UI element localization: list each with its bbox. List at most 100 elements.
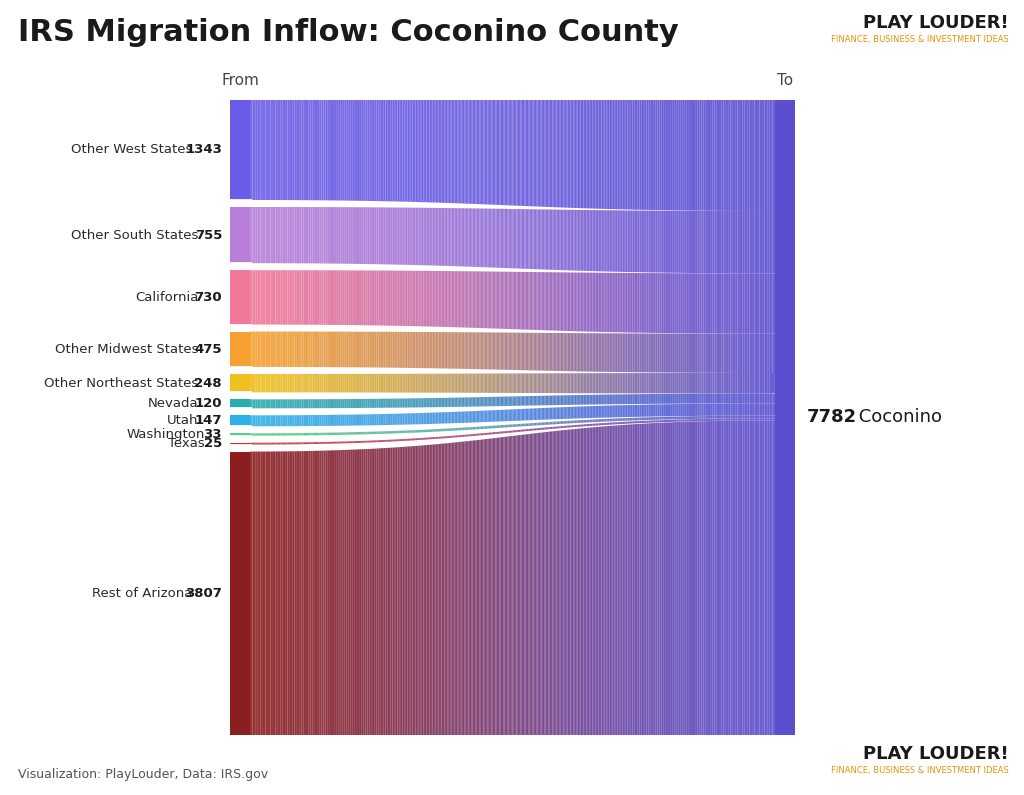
Polygon shape — [492, 438, 493, 735]
Polygon shape — [590, 395, 591, 405]
Polygon shape — [566, 374, 567, 394]
Polygon shape — [677, 420, 679, 421]
Polygon shape — [507, 425, 509, 428]
Polygon shape — [292, 452, 295, 735]
Polygon shape — [590, 428, 591, 735]
Polygon shape — [755, 418, 757, 421]
Polygon shape — [726, 211, 728, 273]
Polygon shape — [760, 418, 762, 421]
Polygon shape — [366, 414, 368, 425]
Polygon shape — [762, 334, 765, 373]
Polygon shape — [572, 395, 573, 405]
Polygon shape — [445, 443, 447, 735]
Polygon shape — [520, 396, 521, 405]
Polygon shape — [520, 374, 521, 393]
Polygon shape — [434, 437, 435, 439]
Polygon shape — [530, 396, 532, 405]
Polygon shape — [370, 399, 371, 408]
Text: 33: 33 — [204, 428, 222, 441]
Polygon shape — [455, 374, 456, 393]
Polygon shape — [391, 374, 392, 393]
Polygon shape — [501, 410, 502, 421]
Polygon shape — [675, 334, 677, 373]
Polygon shape — [392, 398, 394, 408]
Polygon shape — [459, 435, 460, 437]
Polygon shape — [387, 398, 389, 408]
Polygon shape — [566, 430, 567, 735]
Polygon shape — [566, 210, 567, 270]
Polygon shape — [518, 100, 519, 206]
Polygon shape — [595, 424, 597, 425]
Polygon shape — [464, 374, 466, 393]
Polygon shape — [617, 211, 620, 272]
Polygon shape — [547, 333, 548, 370]
Polygon shape — [483, 332, 484, 370]
Polygon shape — [638, 333, 640, 372]
Polygon shape — [541, 333, 542, 370]
Polygon shape — [628, 394, 629, 404]
Polygon shape — [572, 429, 573, 735]
Polygon shape — [669, 373, 671, 394]
Polygon shape — [452, 208, 453, 266]
Polygon shape — [528, 396, 529, 405]
Polygon shape — [413, 374, 414, 393]
Polygon shape — [710, 404, 713, 416]
Polygon shape — [679, 404, 681, 416]
Polygon shape — [529, 374, 530, 393]
Polygon shape — [580, 333, 581, 371]
Polygon shape — [437, 436, 438, 439]
Polygon shape — [312, 399, 314, 408]
Polygon shape — [726, 421, 728, 735]
Polygon shape — [482, 208, 483, 267]
Polygon shape — [545, 100, 546, 207]
Polygon shape — [699, 100, 701, 211]
Polygon shape — [603, 419, 605, 421]
Polygon shape — [348, 399, 350, 408]
Polygon shape — [295, 332, 297, 367]
Polygon shape — [629, 373, 631, 394]
Polygon shape — [539, 408, 541, 420]
Polygon shape — [475, 374, 477, 393]
Polygon shape — [646, 373, 648, 394]
Polygon shape — [703, 373, 706, 394]
Polygon shape — [326, 207, 328, 263]
Polygon shape — [612, 273, 614, 332]
Polygon shape — [598, 273, 600, 332]
Polygon shape — [740, 416, 742, 418]
Polygon shape — [685, 273, 687, 333]
Polygon shape — [437, 100, 438, 203]
Polygon shape — [548, 210, 550, 270]
Polygon shape — [344, 441, 346, 444]
Text: IRS Migration Inflow: Coconino County: IRS Migration Inflow: Coconino County — [18, 18, 679, 47]
Polygon shape — [733, 404, 735, 416]
Polygon shape — [432, 398, 434, 407]
Polygon shape — [633, 421, 634, 424]
Polygon shape — [419, 207, 420, 266]
Polygon shape — [550, 333, 551, 370]
Polygon shape — [566, 425, 567, 428]
Polygon shape — [417, 207, 419, 265]
Polygon shape — [377, 432, 379, 434]
Polygon shape — [342, 415, 344, 426]
Polygon shape — [585, 395, 587, 405]
Polygon shape — [314, 432, 317, 436]
Polygon shape — [552, 272, 554, 331]
Polygon shape — [528, 272, 529, 330]
Polygon shape — [733, 421, 735, 735]
Polygon shape — [411, 398, 413, 408]
Polygon shape — [314, 442, 317, 444]
Polygon shape — [479, 411, 480, 422]
Polygon shape — [354, 441, 356, 443]
Polygon shape — [719, 416, 721, 419]
Polygon shape — [308, 399, 310, 408]
Polygon shape — [634, 417, 636, 421]
Polygon shape — [328, 207, 330, 264]
Polygon shape — [689, 419, 691, 421]
Polygon shape — [462, 374, 463, 393]
Bar — [230, 452, 250, 735]
Polygon shape — [310, 374, 312, 393]
Polygon shape — [515, 100, 516, 206]
Polygon shape — [541, 100, 542, 207]
Polygon shape — [377, 207, 379, 264]
Polygon shape — [518, 272, 519, 329]
